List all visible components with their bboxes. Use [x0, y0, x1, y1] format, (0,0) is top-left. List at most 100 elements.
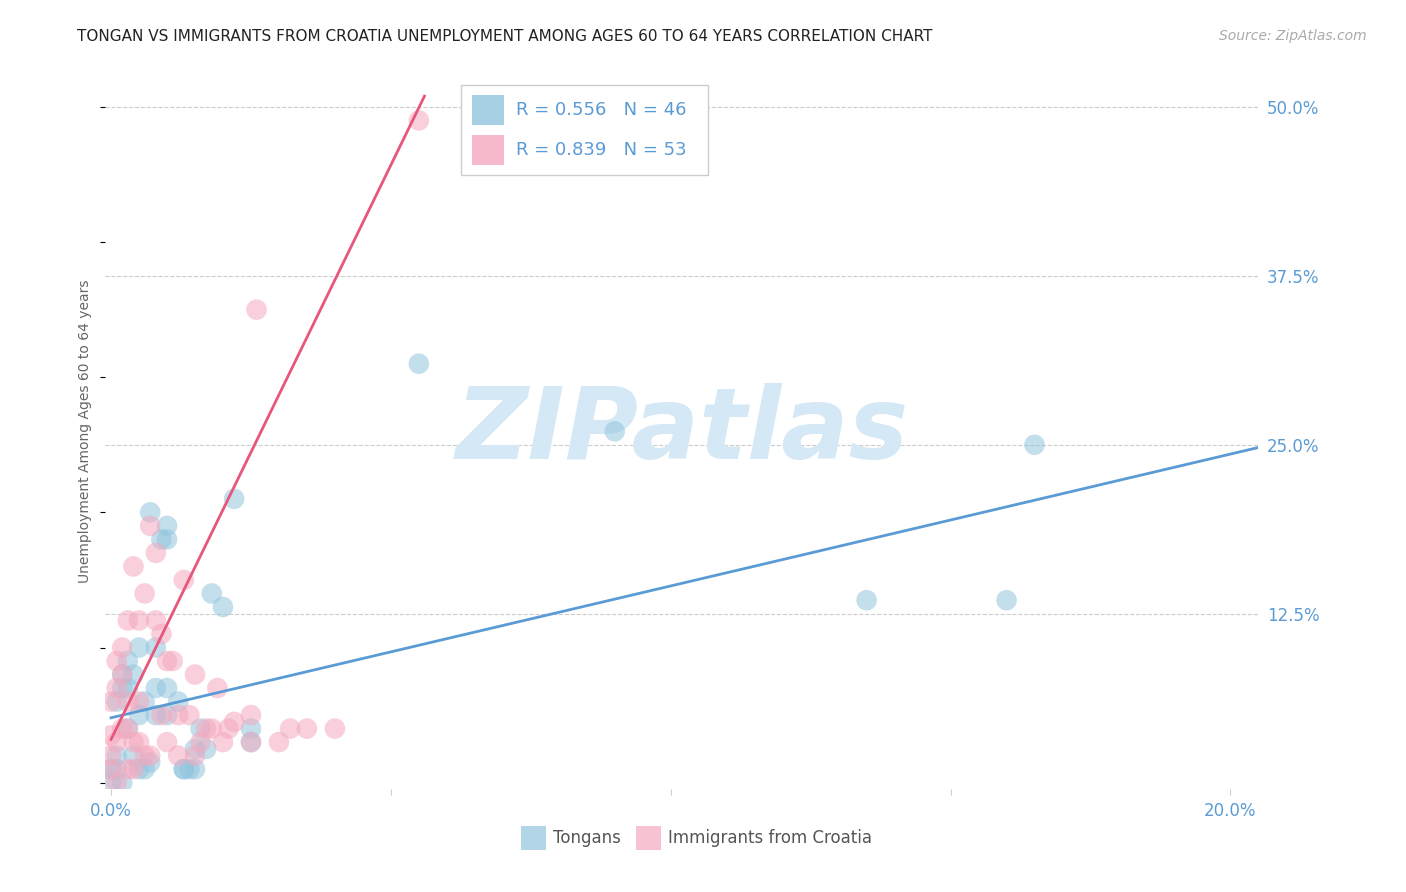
- Point: [117, 614, 139, 628]
- Point: [245, 302, 267, 317]
- Bar: [520, 826, 546, 850]
- Point: [184, 742, 207, 756]
- Point: [128, 614, 150, 628]
- Point: [100, 775, 122, 789]
- Text: Tongans: Tongans: [553, 830, 620, 847]
- Text: TONGAN VS IMMIGRANTS FROM CROATIA UNEMPLOYMENT AMONG AGES 60 TO 64 YEARS CORRELA: TONGAN VS IMMIGRANTS FROM CROATIA UNEMPL…: [77, 29, 932, 44]
- Point: [190, 735, 212, 749]
- Point: [122, 667, 145, 681]
- Point: [224, 491, 246, 506]
- Point: [173, 762, 195, 776]
- Point: [212, 599, 235, 614]
- Point: [139, 519, 162, 533]
- Point: [111, 640, 134, 655]
- Point: [111, 681, 134, 695]
- Point: [105, 735, 128, 749]
- Point: [195, 722, 218, 736]
- Point: [139, 748, 162, 763]
- Point: [100, 695, 122, 709]
- Text: R = 0.556   N = 46: R = 0.556 N = 46: [516, 102, 686, 120]
- Point: [278, 722, 301, 736]
- Point: [179, 762, 201, 776]
- Point: [603, 425, 626, 439]
- Point: [201, 722, 224, 736]
- Point: [156, 681, 179, 695]
- Point: [156, 654, 179, 668]
- Text: R = 0.839   N = 53: R = 0.839 N = 53: [516, 141, 686, 159]
- Point: [239, 735, 262, 749]
- Point: [195, 742, 218, 756]
- Point: [224, 714, 246, 729]
- Point: [111, 775, 134, 789]
- Point: [122, 559, 145, 574]
- Text: ZIPatlas: ZIPatlas: [456, 383, 908, 480]
- Point: [173, 762, 195, 776]
- Point: [207, 681, 229, 695]
- Point: [100, 748, 122, 763]
- Point: [134, 695, 156, 709]
- Point: [239, 722, 262, 736]
- Point: [100, 762, 122, 776]
- Point: [167, 748, 190, 763]
- Point: [128, 735, 150, 749]
- Point: [267, 735, 290, 749]
- Point: [156, 708, 179, 723]
- Point: [122, 735, 145, 749]
- Point: [1024, 438, 1046, 452]
- Point: [134, 586, 156, 600]
- Point: [111, 722, 134, 736]
- Point: [139, 505, 162, 519]
- Point: [105, 748, 128, 763]
- Point: [184, 748, 207, 763]
- Point: [122, 762, 145, 776]
- Point: [184, 667, 207, 681]
- Point: [134, 762, 156, 776]
- Point: [145, 546, 167, 560]
- Point: [995, 593, 1018, 607]
- Point: [150, 533, 173, 547]
- Bar: [636, 826, 661, 850]
- Bar: [472, 135, 505, 165]
- Point: [117, 762, 139, 776]
- Point: [167, 708, 190, 723]
- Point: [145, 614, 167, 628]
- Point: [184, 762, 207, 776]
- Point: [150, 627, 173, 641]
- Y-axis label: Unemployment Among Ages 60 to 64 years: Unemployment Among Ages 60 to 64 years: [79, 279, 93, 583]
- Point: [105, 695, 128, 709]
- Point: [212, 735, 235, 749]
- Point: [408, 357, 430, 371]
- Point: [100, 762, 122, 776]
- Point: [100, 728, 122, 742]
- Point: [128, 762, 150, 776]
- Point: [190, 722, 212, 736]
- Point: [134, 748, 156, 763]
- Point: [145, 640, 167, 655]
- Point: [150, 708, 173, 723]
- Point: [167, 695, 190, 709]
- Point: [117, 722, 139, 736]
- Text: Immigrants from Croatia: Immigrants from Croatia: [668, 830, 872, 847]
- Point: [117, 681, 139, 695]
- Point: [855, 593, 877, 607]
- Point: [139, 756, 162, 770]
- Point: [201, 586, 224, 600]
- Point: [156, 533, 179, 547]
- Point: [105, 762, 128, 776]
- Point: [128, 640, 150, 655]
- Point: [162, 654, 184, 668]
- Text: Source: ZipAtlas.com: Source: ZipAtlas.com: [1219, 29, 1367, 43]
- Point: [128, 708, 150, 723]
- Point: [111, 667, 134, 681]
- Point: [218, 722, 240, 736]
- Bar: [472, 95, 505, 126]
- Point: [117, 722, 139, 736]
- Point: [122, 748, 145, 763]
- Point: [117, 654, 139, 668]
- Point: [295, 722, 318, 736]
- Point: [179, 708, 201, 723]
- Point: [105, 775, 128, 789]
- Point: [239, 735, 262, 749]
- Point: [323, 722, 346, 736]
- Point: [173, 573, 195, 587]
